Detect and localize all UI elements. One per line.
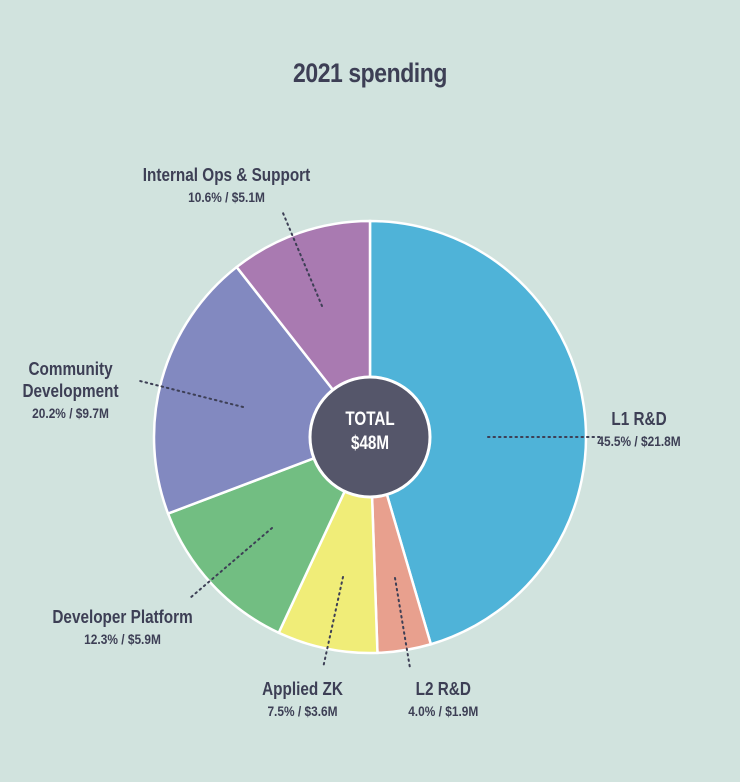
slice-value: 20.2% / $9.7M	[32, 405, 109, 421]
label-applied-zk: Applied ZK 7.5% / $3.6M	[262, 678, 343, 722]
slice-developer-platform	[166, 434, 373, 635]
center-label-line-2: $48M	[350, 433, 390, 454]
slice-name: Developer Platform	[52, 607, 193, 627]
center-circle	[308, 375, 432, 499]
center-label-line-1: TOTAL	[345, 409, 395, 430]
slice-internal-ops-support	[234, 219, 372, 441]
label-community-development: Community Development 20.2% / $9.7M	[22, 358, 118, 424]
slice-name-line-2: Development	[22, 381, 119, 401]
slice-value: 7.5% / $3.6M	[267, 703, 338, 719]
label-l2-rd: L2 R&D 4.0% / $1.9M	[408, 678, 478, 722]
slice-name: L1 R&D	[611, 409, 667, 429]
slice-name: Internal Ops & Support	[142, 165, 311, 185]
label-l1-rd: L1 R&D 45.5% / $21.8M	[597, 408, 680, 452]
label-developer-platform: Developer Platform 12.3% / $5.9M	[52, 606, 192, 650]
leader-line	[322, 576, 344, 669]
slice-value: 10.6% / $5.1M	[188, 189, 265, 205]
leader-line	[282, 212, 323, 307]
leader-line	[139, 380, 244, 408]
slice-value: 4.0% / $1.9M	[408, 703, 479, 719]
slice-name: Applied ZK	[262, 679, 343, 699]
slice-name-line-1: Community	[28, 359, 113, 379]
slice-name: L2 R&D	[415, 679, 471, 699]
leader-line	[189, 527, 273, 599]
chart-title: 2021 spending	[293, 58, 447, 88]
leader-line	[394, 577, 411, 669]
slice-l1-r-d	[368, 219, 588, 646]
slice-value: 12.3% / $5.9M	[84, 631, 161, 647]
center-label: TOTAL $48M	[322, 408, 418, 456]
label-internal-ops: Internal Ops & Support 10.6% / $5.1M	[143, 164, 310, 208]
slice-value: 45.5% / $21.8M	[597, 433, 681, 449]
